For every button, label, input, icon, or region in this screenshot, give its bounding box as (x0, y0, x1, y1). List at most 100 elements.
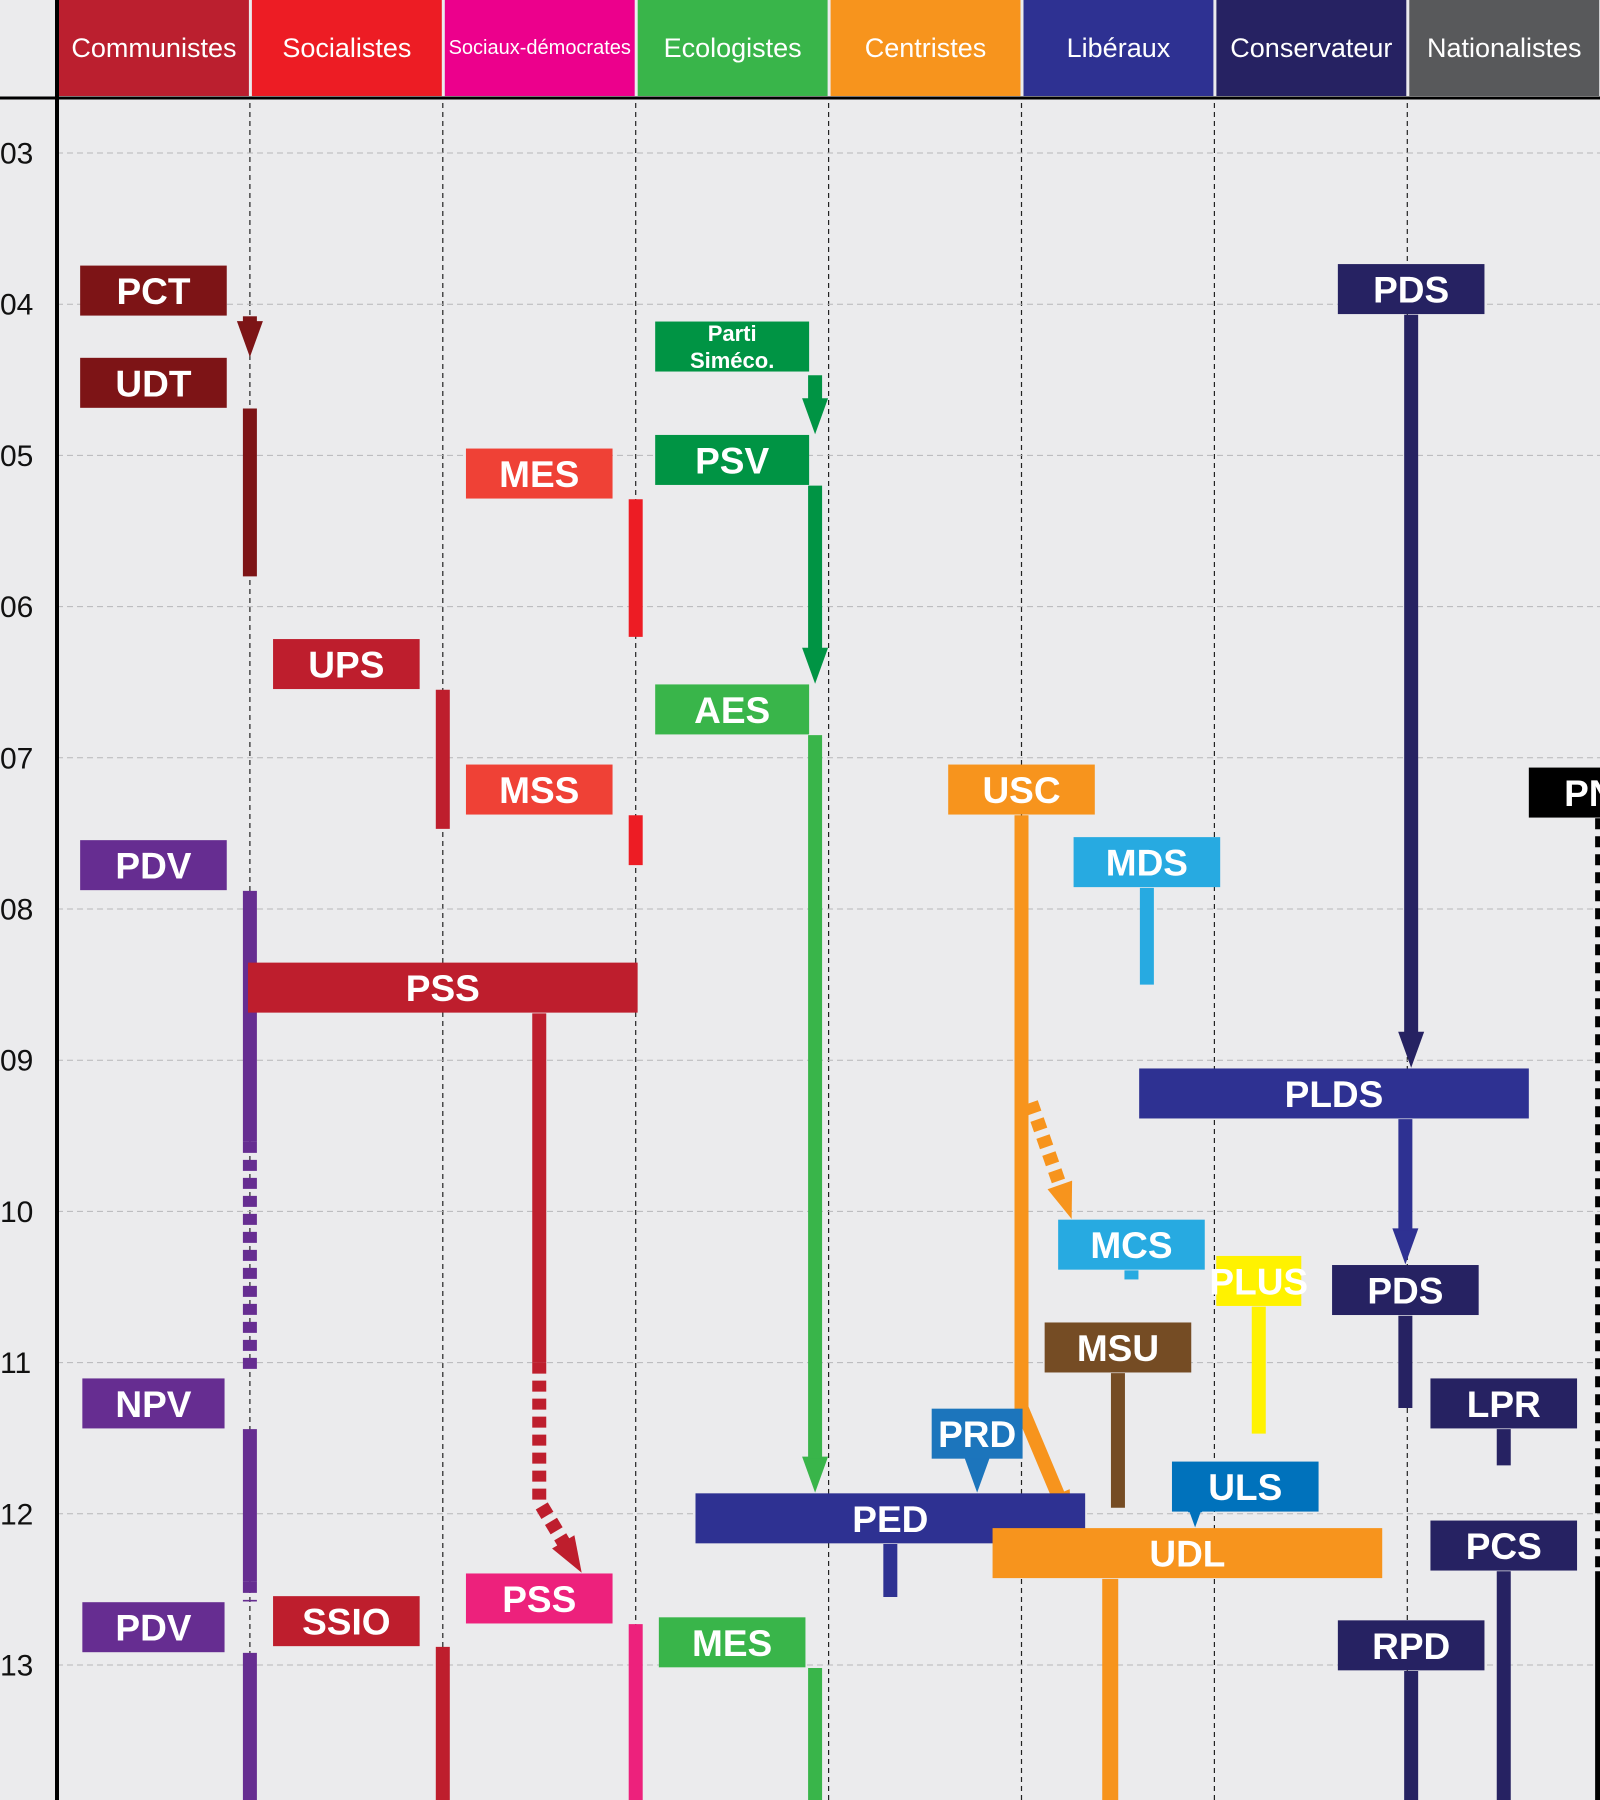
column-header-conservateur (1216, 0, 1407, 96)
party-udl: UDL (992, 1528, 1383, 1579)
party-npv-label: NPV (115, 1384, 191, 1425)
column-header-communistes (59, 0, 249, 96)
party-pdv1-box (80, 840, 227, 891)
year-label: 03 (0, 138, 33, 171)
party-usc-label: USC (982, 770, 1060, 811)
party-simeco-box (655, 321, 810, 372)
party-mss-box (465, 764, 613, 815)
column-header-nationalistes (1409, 0, 1600, 96)
party-mcs-label: MCS (1090, 1225, 1172, 1266)
party-rpd: RPD (1337, 1620, 1485, 1671)
party-pct-box (80, 265, 227, 316)
party-usc-box (948, 764, 1095, 815)
pct-udt-arrowhead (236, 321, 263, 358)
party-pds1-label: PDS (1373, 270, 1449, 311)
column-header-label: Communistes (71, 33, 236, 63)
party-pds1-box (1337, 264, 1485, 315)
party-pcs-label: PCS (1466, 1526, 1542, 1567)
party-pdv2: PDV (82, 1602, 225, 1653)
party-ups-box (273, 639, 420, 690)
party-mes1-label: MES (499, 454, 579, 495)
party-prd: PRD (931, 1408, 1023, 1459)
party-pss2-box (465, 1573, 613, 1624)
column-header-label: Libéraux (1067, 33, 1171, 63)
party-prd-label: PRD (938, 1414, 1016, 1455)
column-header-liberaux (1023, 0, 1214, 96)
year-label: 05 (0, 440, 33, 473)
party-mds: MDS (1073, 837, 1221, 888)
party-pcs: PCS (1430, 1520, 1578, 1571)
party-usc: USC (948, 764, 1095, 815)
party-ups-label: UPS (308, 645, 384, 686)
column-header-label: Nationalistes (1427, 33, 1582, 63)
party-udl-box (992, 1528, 1383, 1579)
party-mes2-label: MES (692, 1623, 772, 1664)
party-rpd-box (1337, 1620, 1485, 1671)
party-aes-label: AES (694, 690, 770, 731)
prd-ped-arrowhead (964, 1456, 991, 1493)
party-mcs: MCS (1058, 1219, 1205, 1270)
column-header-socialistes (251, 0, 442, 96)
party-pns-box (1528, 767, 1600, 818)
party-pss1-box (247, 962, 638, 1013)
party-pds2-box (1332, 1265, 1479, 1316)
party-psv: PSV (655, 434, 810, 485)
party-pdv2-label: PDV (115, 1608, 191, 1649)
year-label: 10 (0, 1196, 33, 1229)
pss-dash-line (532, 1362, 571, 1548)
party-plus-label: PLUS (1209, 1261, 1308, 1302)
party-prd-box (931, 1408, 1023, 1459)
party-uls-box (1171, 1461, 1319, 1512)
party-psv-label: PSV (695, 440, 769, 481)
column-header-label: Conservateur (1230, 33, 1392, 63)
party-aes-box (655, 684, 810, 735)
party-mes1: MES (465, 448, 613, 499)
party-pss1-label: PSS (406, 968, 480, 1009)
party-ups: UPS (273, 639, 420, 690)
column-header-label: Centristes (865, 33, 987, 63)
party-ped: PED (695, 1493, 1086, 1544)
party-ssio: SSIO (273, 1596, 420, 1647)
party-lpr-label: LPR (1467, 1384, 1541, 1425)
party-msu-label: MSU (1077, 1328, 1159, 1369)
party-mss-label: MSS (499, 770, 579, 811)
year-label: 07 (0, 742, 33, 775)
party-udl-label: UDL (1149, 1534, 1225, 1575)
party-pct-label: PCT (116, 271, 190, 312)
year-label: 13 (0, 1650, 33, 1683)
year-labels: 03 04 05 06 07 08 09 10 11 12 13 (0, 138, 33, 1683)
lineage-lines (236, 314, 1600, 1800)
party-mss: MSS (465, 764, 613, 815)
year-label: 08 (0, 894, 33, 927)
party-plus-box (1216, 1255, 1302, 1306)
party-pds2: PDS (1332, 1265, 1479, 1316)
party-lpr: LPR (1430, 1378, 1578, 1429)
year-label: 11 (0, 1347, 31, 1380)
party-plus: PLUS (1209, 1255, 1308, 1306)
usc-mcs-line (1024, 1100, 1068, 1190)
pds-plds-arrowhead (1398, 1031, 1425, 1068)
party-boxes: PCT UDT PDV NPV PDV UPS PSS SSIO MES MSS PSS PartiS… (80, 264, 1600, 1671)
year-label: 12 (0, 1498, 33, 1531)
party-mes1-box (465, 448, 613, 499)
party-uls-label: ULS (1208, 1467, 1282, 1508)
party-pss1: PSS (247, 962, 638, 1013)
party-ped-label: PED (852, 1499, 928, 1540)
party-pns-label: PNS (1564, 773, 1600, 814)
usc-line-line (1014, 815, 1065, 1499)
psv-aes-arrowhead (802, 647, 829, 684)
party-simeco-label-line: Siméco. (690, 348, 774, 373)
party-uls: ULS (1171, 1461, 1319, 1512)
party-pss2: PSS (465, 1573, 613, 1624)
party-plds-box (1139, 1068, 1529, 1119)
party-pds1: PDS (1337, 264, 1485, 315)
party-rpd-label: RPD (1372, 1626, 1450, 1667)
party-plds-label: PLDS (1285, 1074, 1384, 1115)
simeco-psv-arrowhead (802, 398, 829, 435)
usc-mcs-arrowhead (1047, 1180, 1073, 1219)
column-header-centristes (830, 0, 1021, 96)
party-mds-label: MDS (1106, 843, 1188, 884)
party-pcs-box (1430, 1520, 1578, 1571)
